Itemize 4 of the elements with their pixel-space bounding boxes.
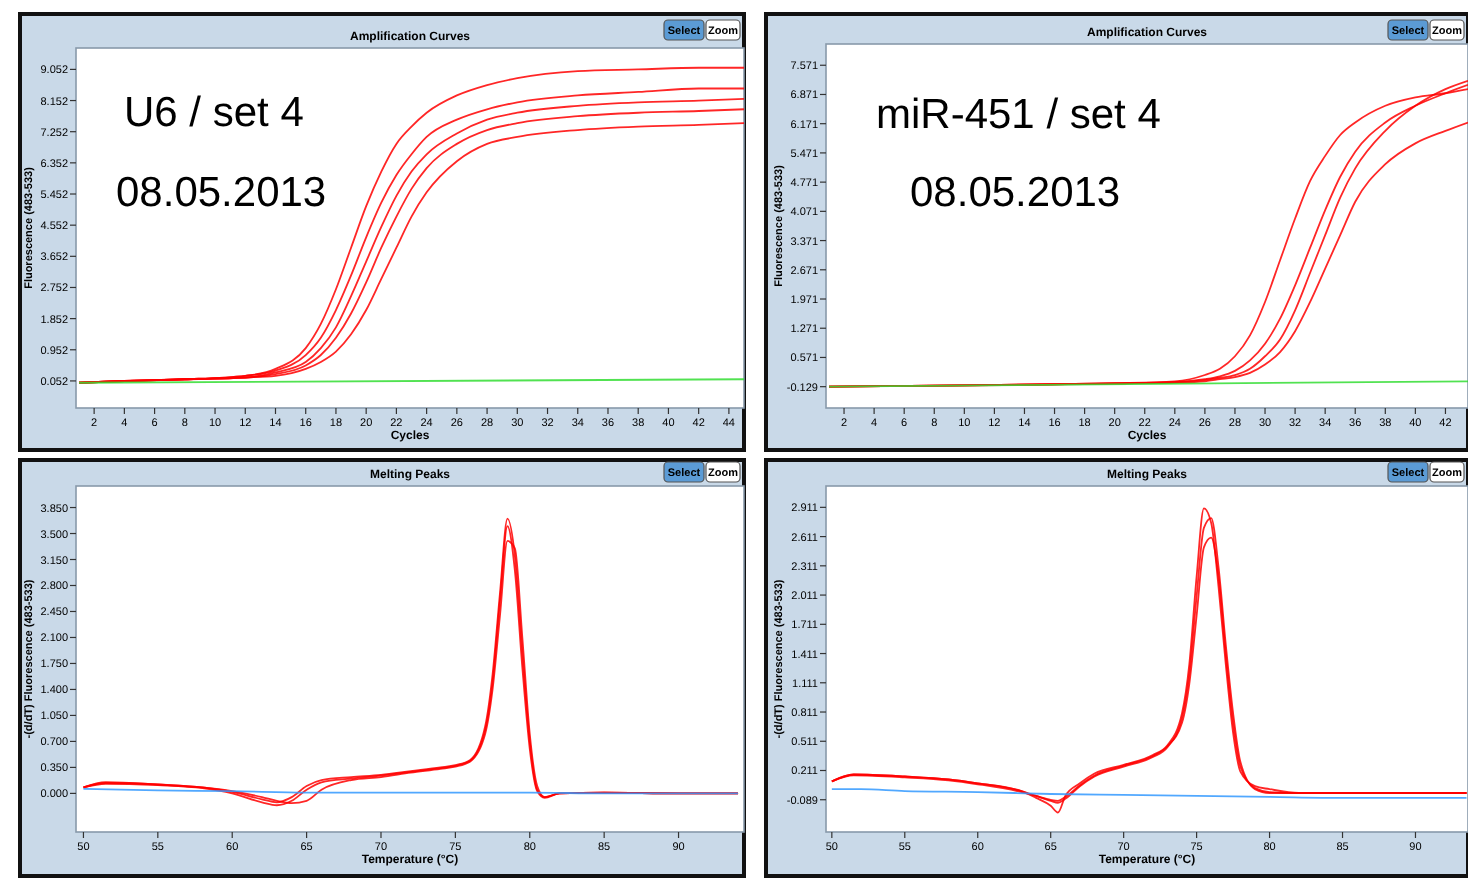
annotation: 08.05.2013 (910, 170, 1121, 216)
annotation: U6 / set 4 (124, 90, 305, 136)
annotation: 08.05.2013 (116, 170, 327, 216)
annotation: miR-451 / set 4 (876, 92, 1162, 138)
